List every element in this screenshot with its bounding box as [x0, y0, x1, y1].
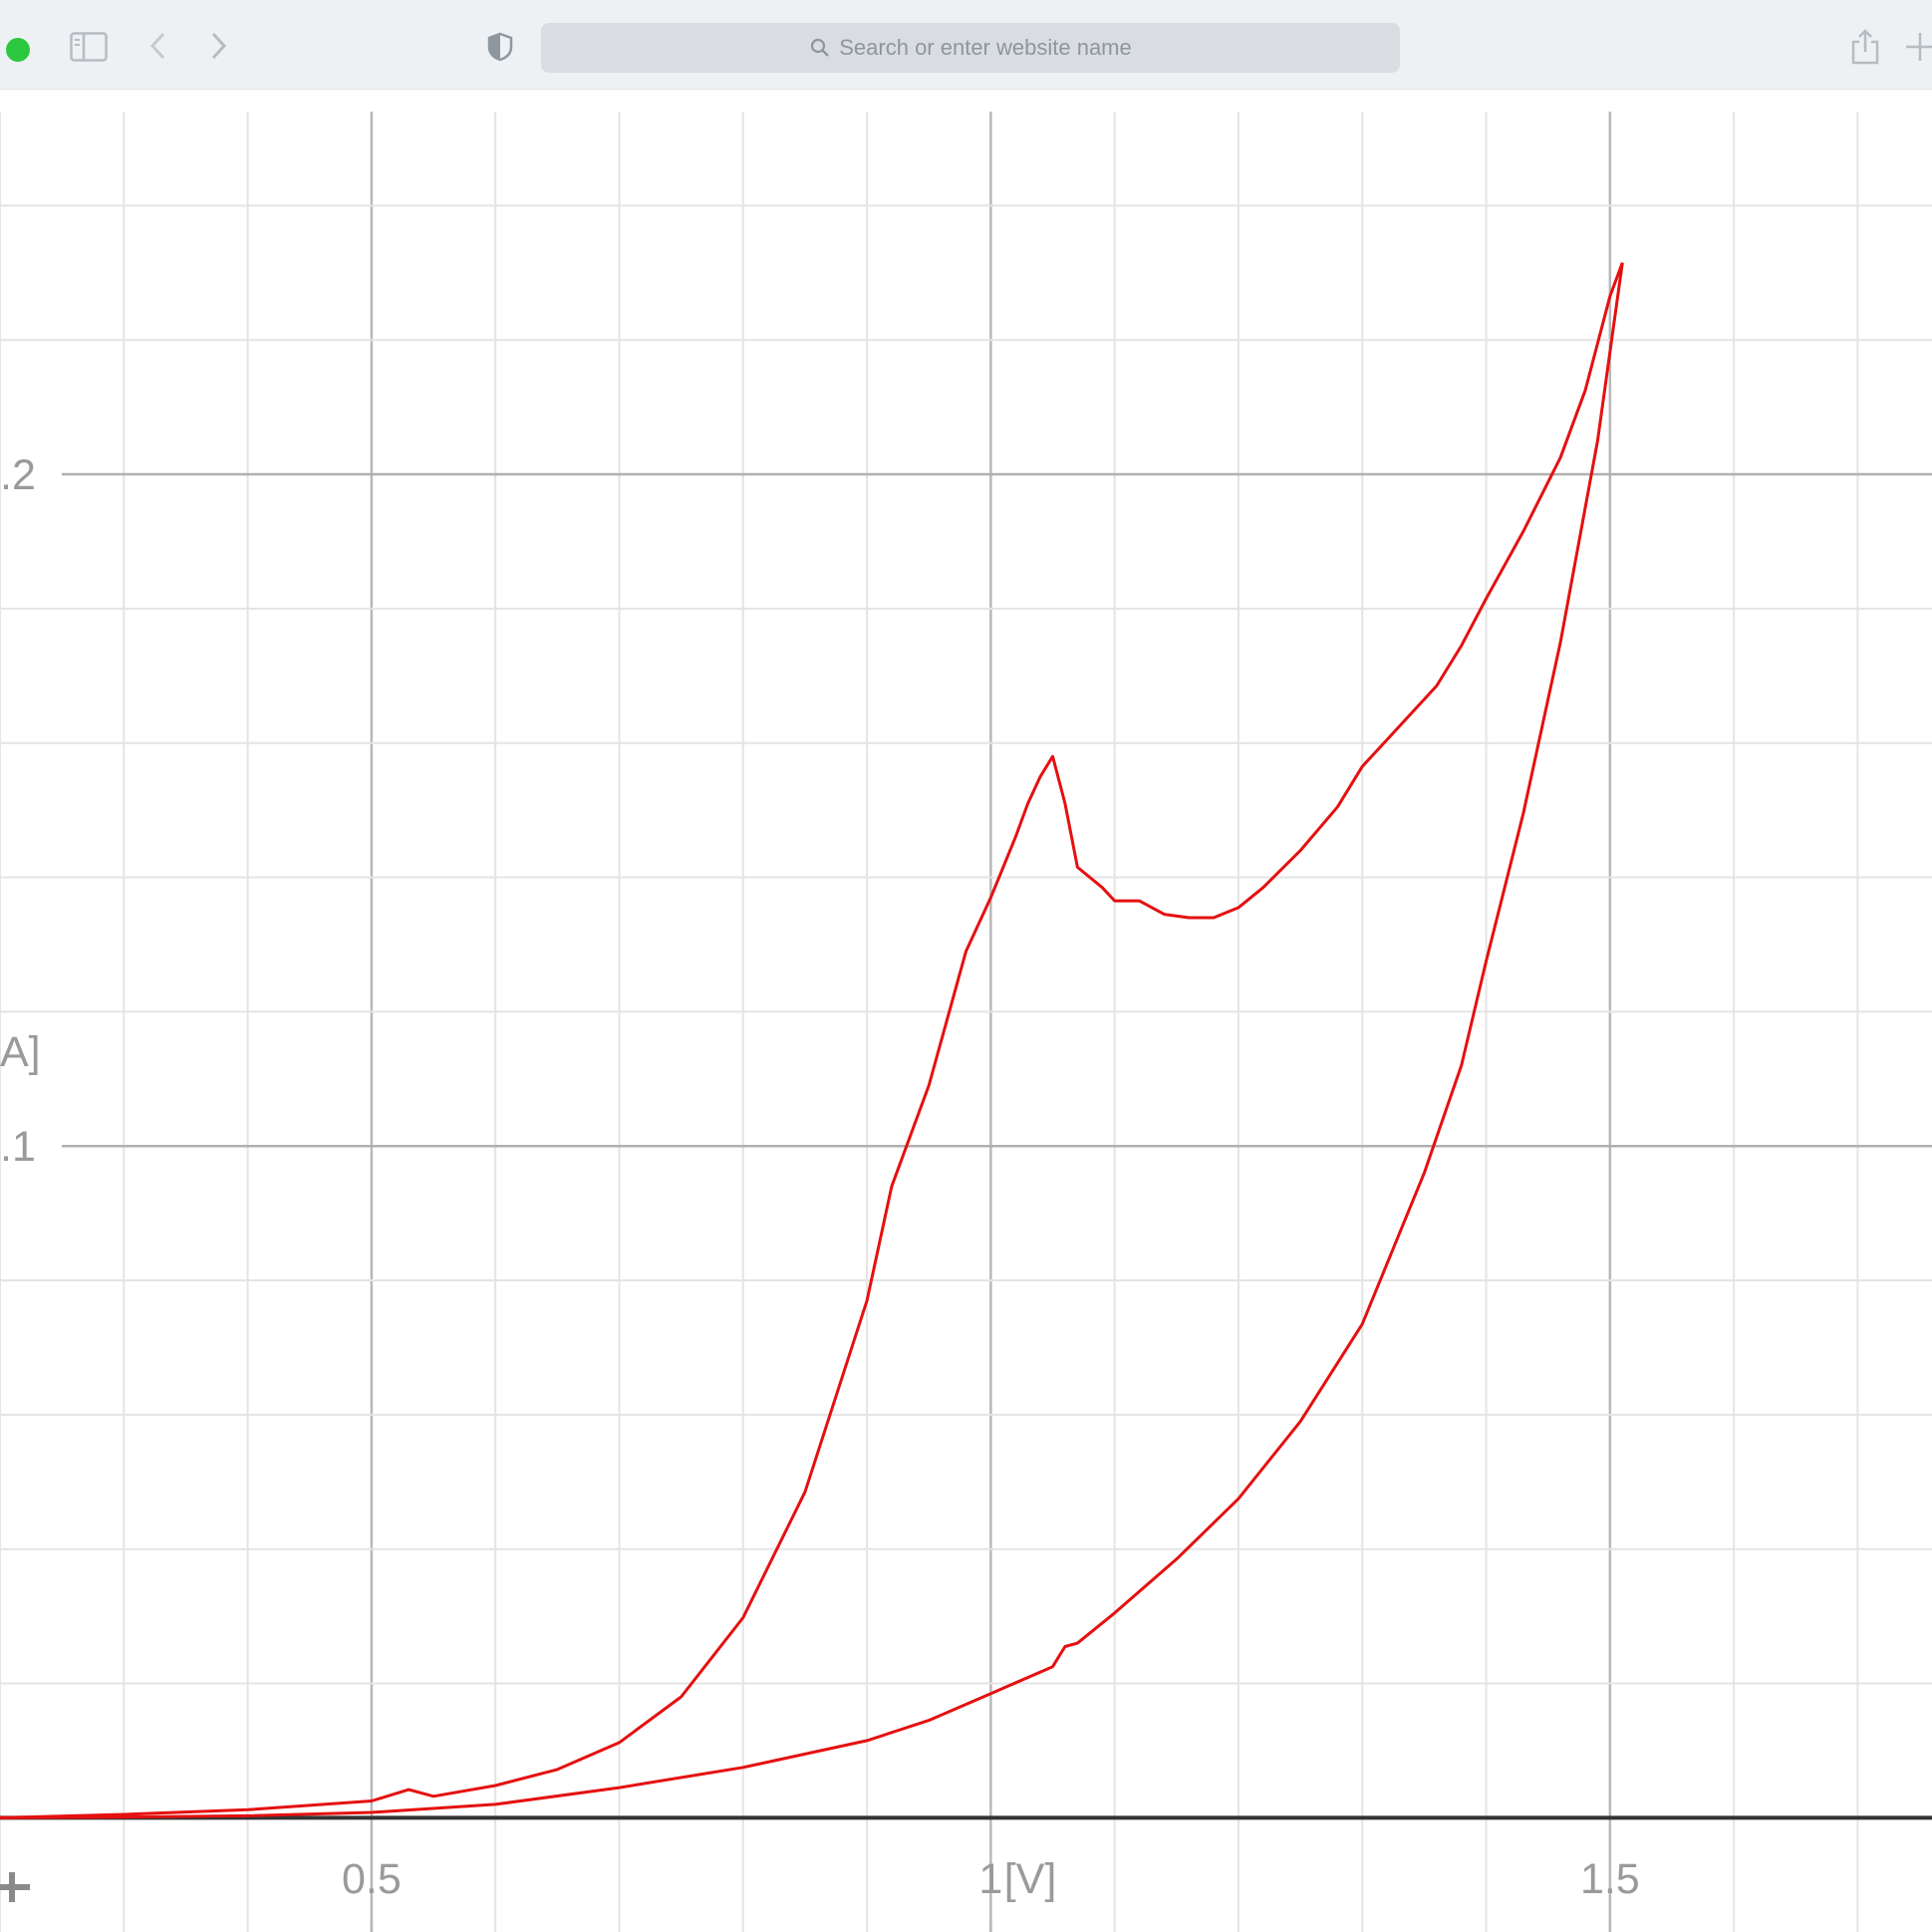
sidebar-icon[interactable] — [70, 32, 108, 62]
y-tick-label: .1 — [0, 1123, 36, 1171]
address-bar[interactable]: Search or enter website name — [541, 23, 1400, 73]
plus-icon[interactable] — [1905, 30, 1932, 64]
chart: 0.5 1 1.5 .1 .2 [V] A] — [0, 112, 1932, 1932]
y-axis-label: A] — [0, 1028, 41, 1076]
shield-icon[interactable] — [486, 32, 514, 62]
browser-toolbar: Search or enter website name — [0, 0, 1932, 90]
window-maximize-button[interactable] — [6, 38, 30, 62]
expand-plus-icon[interactable] — [0, 1872, 30, 1902]
series-lines — [0, 262, 1624, 1819]
series-line-2 — [0, 262, 1624, 1819]
share-icon[interactable] — [1849, 28, 1881, 66]
tick-labels: 0.5 1 1.5 .1 .2 — [0, 451, 1640, 1932]
forward-icon[interactable] — [207, 28, 229, 64]
x-tick-label: 0.5 — [342, 1855, 402, 1903]
x-axis-label: [V] — [1004, 1855, 1057, 1903]
grid — [0, 112, 1932, 1932]
x-tick-label: 1 — [978, 1855, 1002, 1903]
back-icon[interactable] — [147, 28, 169, 64]
x-tick-label: 1.5 — [1580, 1855, 1640, 1903]
address-placeholder: Search or enter website name — [839, 35, 1132, 60]
search-icon — [811, 38, 830, 57]
series-line-1 — [0, 262, 1624, 1819]
y-tick-label: .2 — [0, 451, 36, 499]
